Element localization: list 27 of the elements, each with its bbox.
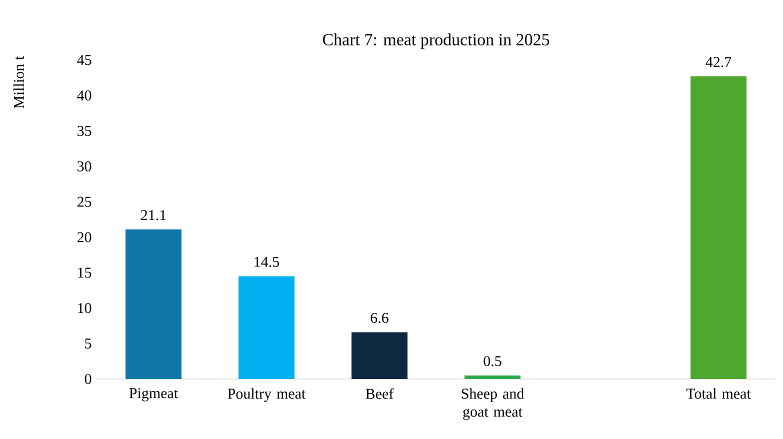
y-axis-title: Million t: [13, 56, 24, 108]
x-tick-label: Sheep and goat meat: [462, 388, 524, 420]
y-tick-label: 35: [78, 126, 92, 136]
y-tick-label: 25: [77, 196, 92, 207]
data-label: 14.5: [254, 256, 280, 268]
bar: [464, 375, 521, 379]
y-tick-label: 30: [78, 161, 92, 172]
y-tick-label: 15: [78, 268, 92, 278]
y-tick-label: 40: [77, 90, 92, 100]
data-label: 0.5: [484, 356, 502, 366]
y-tick-label: 20: [77, 232, 92, 242]
y-tick-label: 5: [85, 338, 92, 349]
y-tick-label: 0: [84, 374, 92, 384]
data-label: 42.7: [706, 56, 732, 68]
data-label: 6.6: [370, 312, 388, 324]
x-tick-label: Total meat: [686, 388, 751, 399]
x-tick-label: Beef: [366, 388, 394, 399]
bar: [126, 229, 182, 379]
bar: [352, 332, 408, 379]
x-tick-label: Pigmeat: [129, 388, 178, 402]
x-tick-label: Poultry meat: [228, 388, 306, 402]
bar: [690, 76, 747, 379]
y-tick-label: 10: [78, 303, 92, 314]
data-label: 21.1: [141, 210, 166, 220]
y-tick-label: 45: [77, 54, 92, 66]
bar: [238, 276, 294, 379]
chart-title: Chart 7: meat production in 2025: [322, 33, 550, 49]
